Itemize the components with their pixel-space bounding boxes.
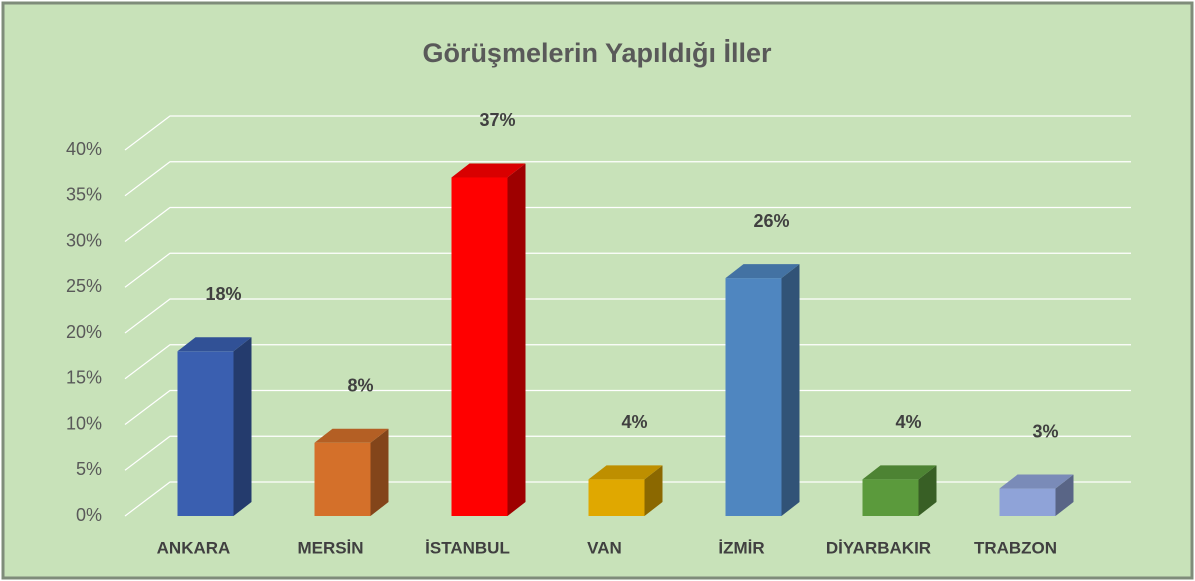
y-tick-label: 25% — [66, 276, 102, 296]
value-label: 18% — [205, 284, 241, 304]
grid-line — [124, 115, 1131, 151]
y-tick-label: 40% — [66, 139, 102, 159]
bar-top — [588, 465, 663, 480]
x-tick-label: İSTANBUL — [425, 538, 510, 557]
bar — [999, 488, 1056, 516]
y-tick-label: 15% — [66, 368, 102, 388]
bar-top — [451, 163, 526, 178]
grid-line — [124, 298, 1131, 334]
x-tick-label: İZMİR — [718, 538, 764, 557]
bar-side — [781, 264, 800, 516]
bar-side — [1055, 474, 1074, 516]
y-tick-label: 10% — [66, 413, 102, 433]
y-tick-label: 20% — [66, 322, 102, 342]
value-label: 8% — [347, 376, 373, 396]
bar-side — [644, 465, 663, 516]
grid-line — [124, 344, 1131, 380]
value-label: 3% — [1032, 421, 1058, 441]
value-label: 4% — [621, 412, 647, 432]
grid-line — [124, 206, 1131, 242]
grid-line — [124, 435, 1131, 471]
y-tick-label: 30% — [66, 230, 102, 250]
y-tick-label: 5% — [76, 459, 102, 479]
x-tick-label: MERSİN — [297, 538, 363, 557]
chart-title: Görüşmelerin Yapıldığı İller — [422, 38, 772, 68]
bar-top — [862, 465, 937, 480]
x-tick-label: TRABZON — [974, 538, 1057, 557]
grid-line — [124, 389, 1131, 425]
bar-top — [999, 474, 1074, 489]
bar-side — [918, 465, 937, 516]
bar — [862, 479, 919, 516]
grid-line — [124, 252, 1131, 288]
y-tick-label: 0% — [76, 505, 102, 525]
bar — [725, 278, 782, 516]
bar-side — [370, 428, 389, 516]
bar — [314, 442, 371, 516]
x-tick-label: ANKARA — [157, 538, 231, 557]
bar-top — [725, 264, 800, 279]
grid-line — [124, 161, 1131, 197]
bar — [177, 351, 234, 516]
bar-top — [314, 428, 389, 443]
bar-top — [177, 337, 252, 352]
y-tick-label: 35% — [66, 185, 102, 205]
value-label: 4% — [895, 412, 921, 432]
value-label: 37% — [479, 110, 515, 130]
bar — [588, 479, 645, 516]
grid-line — [124, 481, 1131, 517]
value-label: 26% — [753, 211, 789, 231]
x-tick-label: DİYARBAKIR — [826, 538, 931, 557]
bar-side — [233, 337, 252, 516]
bar — [451, 177, 508, 516]
bar-side — [507, 163, 526, 516]
x-tick-label: VAN — [587, 538, 622, 557]
